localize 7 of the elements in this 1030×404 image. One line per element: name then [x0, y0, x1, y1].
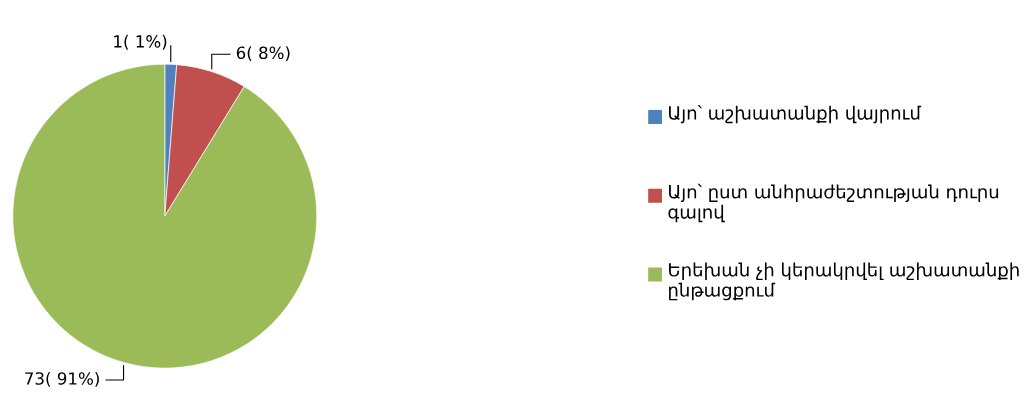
- data-label: 73( 91%): [25, 371, 99, 387]
- data-label: 1( 1%): [114, 34, 167, 50]
- data-label: 6( 8%): [236, 46, 290, 62]
- legend-label: Երեխան չի կերակրվել աշխատանքի ընթացքում: [669, 262, 1019, 301]
- legend-label: Այո՝ ըստ անհրաժեշտության դուրս գալով: [668, 183, 999, 223]
- legend-label: Այո՝ աշխատանքի վայրում: [669, 105, 922, 124]
- pie-slice: [12, 63, 318, 369]
